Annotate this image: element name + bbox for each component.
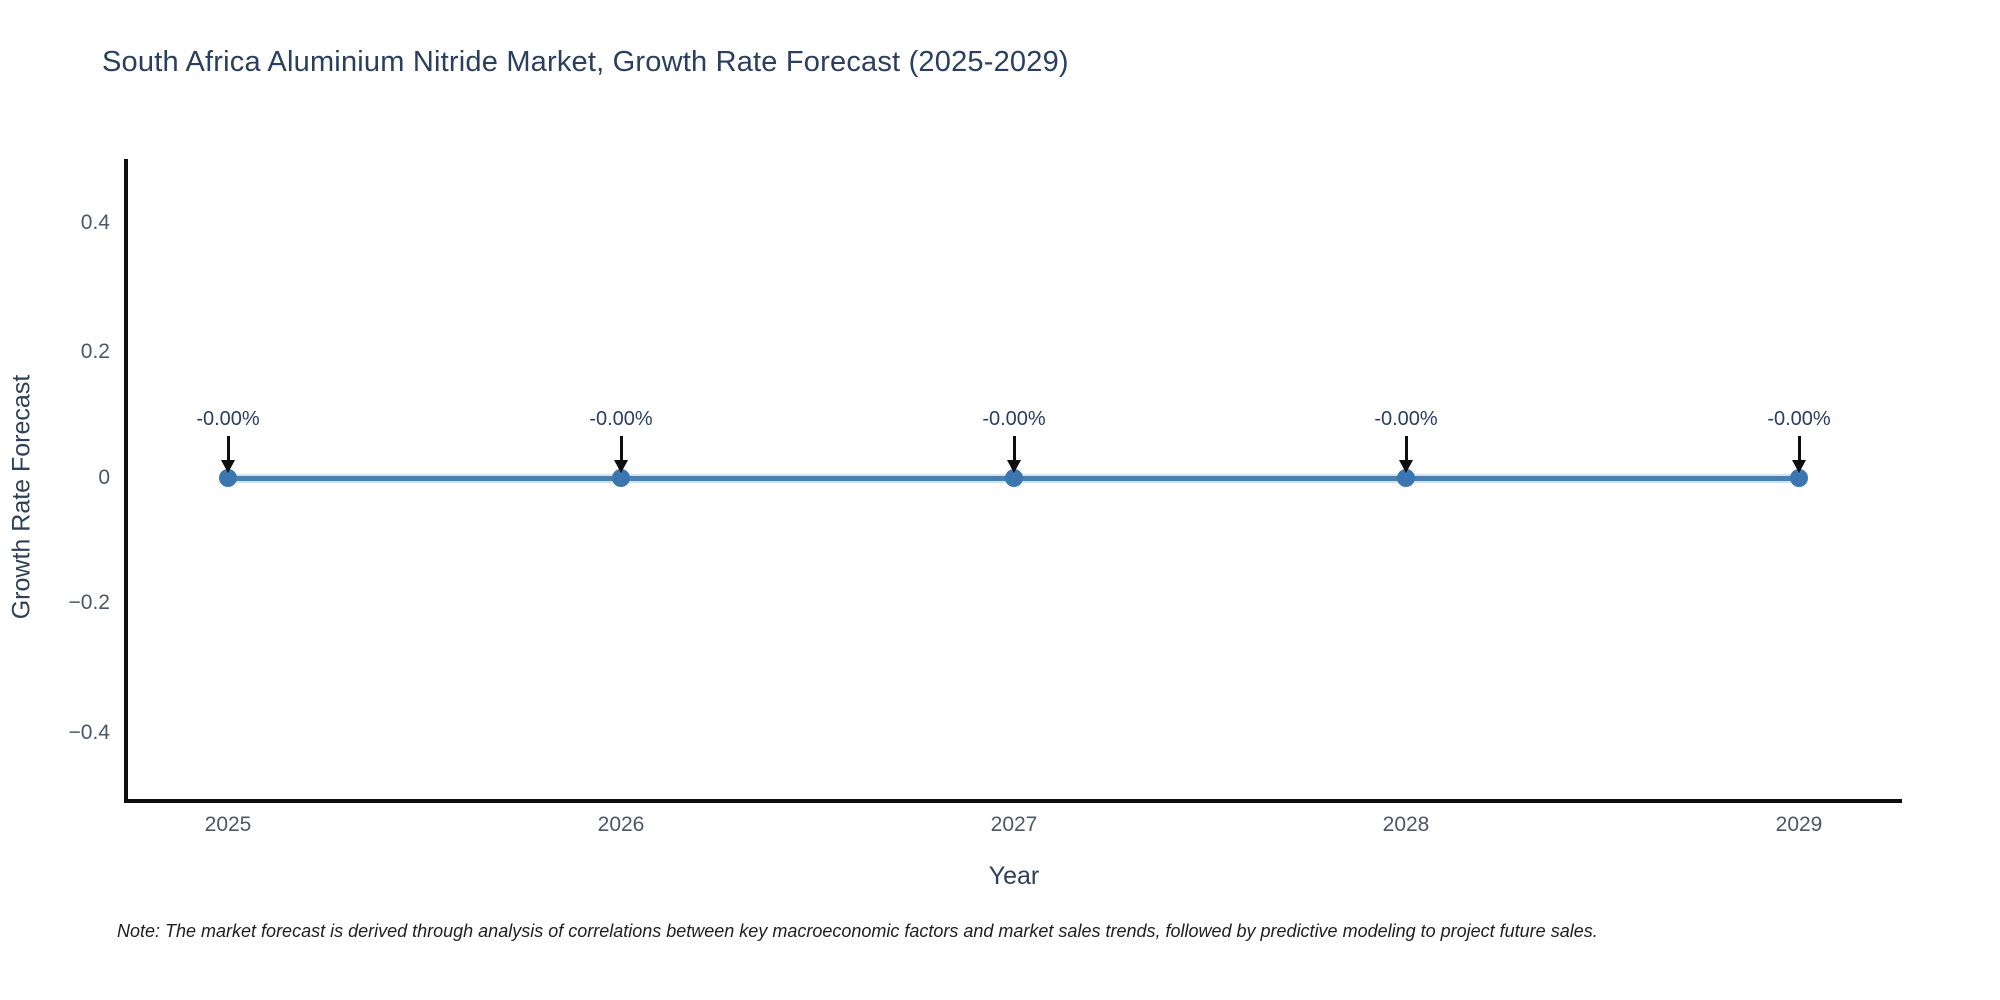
y-tick-label: 0 (98, 466, 110, 489)
annotation-arrow-stem (1405, 436, 1408, 462)
chart-title: South Africa Aluminium Nitride Market, G… (102, 46, 1069, 78)
annotation-label: -0.00% (1767, 408, 1831, 430)
x-tick-label: 2028 (1382, 813, 1430, 836)
annotation-arrow-stem (1798, 436, 1801, 462)
annotation-arrow-stem (620, 436, 623, 462)
annotation-label: -0.00% (589, 408, 653, 430)
x-axis-title: Year (988, 862, 1040, 890)
x-tick-label: 2026 (597, 813, 645, 836)
annotation-arrowhead-icon (1792, 460, 1806, 473)
y-axis-line (124, 159, 128, 803)
data-point-marker (612, 469, 630, 487)
data-point-marker (1790, 469, 1808, 487)
y-tick-label: 0.4 (80, 211, 110, 234)
y-tick-label: −0.4 (68, 721, 110, 744)
annotation-label: -0.00% (1374, 408, 1438, 430)
annotation-arrow-stem (227, 436, 230, 462)
annotation-label: -0.00% (196, 408, 260, 430)
annotation-arrowhead-icon (614, 460, 628, 473)
y-tick-label: −0.2 (68, 591, 110, 614)
annotation-arrowhead-icon (1399, 460, 1413, 473)
annotation-arrowhead-icon (1007, 460, 1021, 473)
y-tick-label: 0.2 (80, 340, 110, 363)
x-tick-label: 2025 (204, 813, 252, 836)
x-tick-label: 2027 (990, 813, 1038, 836)
footnote: Note: The market forecast is derived thr… (117, 921, 1598, 941)
x-axis-line (124, 799, 1902, 803)
data-point-marker (1005, 469, 1023, 487)
data-point-marker (219, 469, 237, 487)
annotation-arrow-stem (1013, 436, 1016, 462)
data-point-marker (1397, 469, 1415, 487)
annotation-label: -0.00% (982, 408, 1046, 430)
x-tick-label: 2029 (1775, 813, 1823, 836)
y-axis-title: Growth Rate Forecast (7, 374, 36, 620)
annotation-arrowhead-icon (221, 460, 235, 473)
